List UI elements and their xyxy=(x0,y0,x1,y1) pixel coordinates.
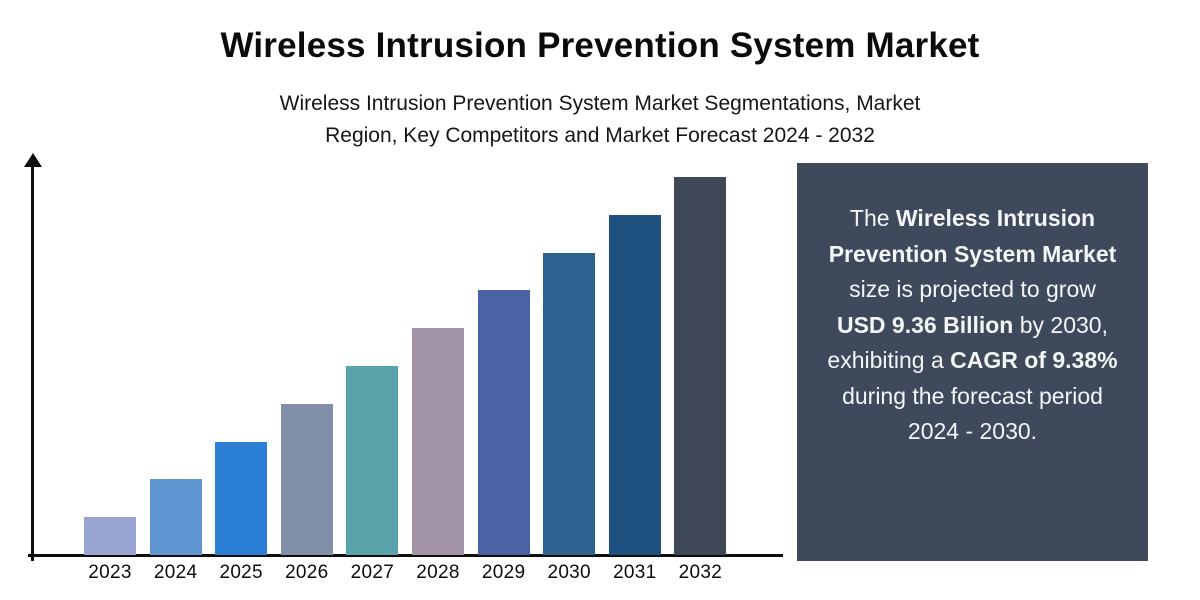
x-tick-label-2024: 2024 xyxy=(153,562,198,583)
subtitle-line-2: Region, Key Competitors and Market Forec… xyxy=(325,124,875,147)
x-tick-label-2025: 2025 xyxy=(219,562,263,583)
bar-2024 xyxy=(149,479,202,555)
x-tick-label-2023: 2023 xyxy=(88,562,132,583)
bar-2029 xyxy=(477,290,530,555)
page-title: Wireless Intrusion Prevention System Mar… xyxy=(220,26,980,65)
bar-2023 xyxy=(84,517,136,555)
bar-2032 xyxy=(674,177,727,555)
x-tick-label-2030: 2030 xyxy=(547,562,591,583)
x-tick-label-2028: 2028 xyxy=(416,562,460,583)
bar-2025 xyxy=(215,442,268,555)
y-axis-arrowhead-icon xyxy=(24,153,42,167)
x-tick-label-2029: 2029 xyxy=(481,562,526,583)
x-tick-label-2026: 2026 xyxy=(285,562,329,583)
x-tick-label-2032: 2032 xyxy=(678,562,723,583)
x-tick-label-2027: 2027 xyxy=(350,562,395,583)
bar-2028 xyxy=(412,328,464,555)
x-tick-label-2031: 2031 xyxy=(613,562,657,583)
summary-text: The Wireless Intrusion Prevention System… xyxy=(827,205,1118,444)
bar-chart: 2023 2024 2025 2026 2027 2028 2029 2030 2031 2032 xyxy=(0,150,790,600)
bar-2030 xyxy=(543,253,596,555)
bar-2031 xyxy=(608,215,661,555)
x-axis-line xyxy=(28,554,783,557)
subtitle-line-1: Wireless Intrusion Prevention System Mar… xyxy=(279,92,921,115)
bar-2026 xyxy=(280,404,333,555)
bar-2027 xyxy=(346,366,399,555)
y-axis-line xyxy=(31,166,34,561)
page-subtitle: Wireless Intrusion Prevention System Mar… xyxy=(0,88,1200,152)
summary-panel: The Wireless Intrusion Prevention System… xyxy=(797,163,1148,561)
